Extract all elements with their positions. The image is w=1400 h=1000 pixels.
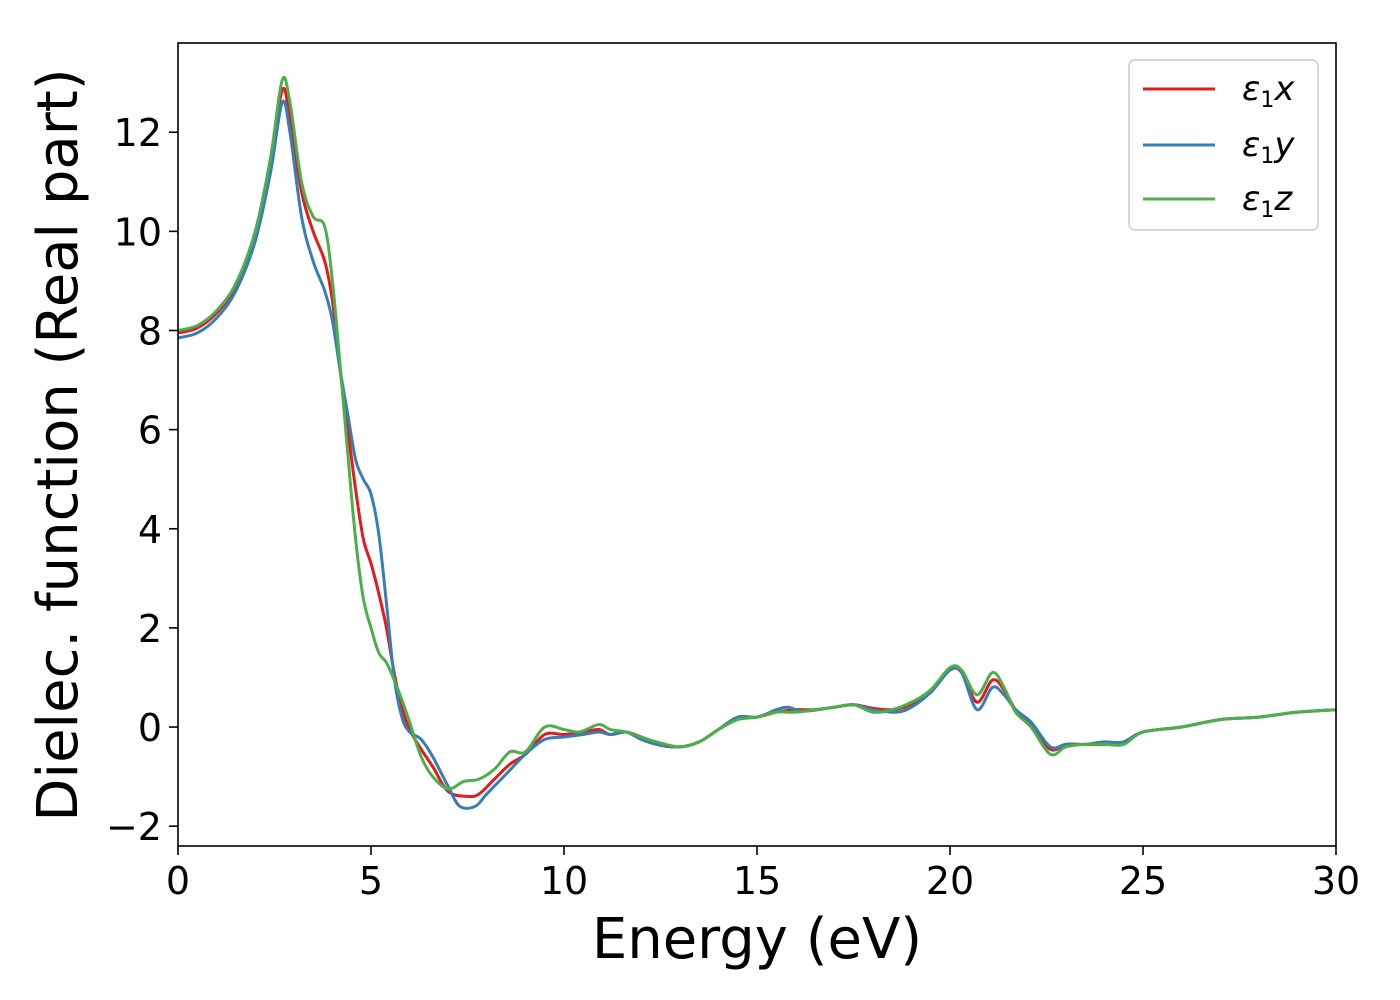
y-tick-label: 8 [138,309,162,353]
x-axis-title: Energy (eV) [592,907,922,972]
x-tick-label: 10 [540,859,588,903]
y-tick-label: 2 [138,607,162,651]
x-tick-label: 15 [733,859,781,903]
legend-label-x: ε1x [1242,69,1295,113]
y-tick-label: 4 [138,508,162,552]
legend-entries: ε1x ε1y ε1z [1143,69,1295,223]
x-tick-label: 30 [1312,859,1360,903]
series-line-z [178,75,1336,791]
y-axis-ticks: −2 0 2 4 6 8 10 12 [106,111,178,849]
legend-box [1128,59,1319,231]
y-axis-title: Dielec. function (Real part) [26,68,91,821]
x-tick-label: 20 [926,859,974,903]
y-tick-label: 12 [114,111,162,155]
y-tick-label: 6 [138,409,162,453]
legend-label-z: ε1z [1242,179,1293,223]
y-tick-label: 0 [138,706,162,750]
x-axis-ticks: 0 5 10 15 20 25 30 [166,846,1360,903]
x-tick-label: 0 [166,859,190,903]
y-tick-label: 10 [114,210,162,254]
y-tick-label: −2 [106,805,162,849]
x-tick-label: 25 [1119,859,1167,903]
series-line-y [178,99,1336,810]
x-tick-label: 5 [359,859,383,903]
series-layer [178,75,1336,810]
legend: ε1x ε1y ε1z [1128,59,1319,231]
legend-label-y: ε1y [1242,125,1295,169]
